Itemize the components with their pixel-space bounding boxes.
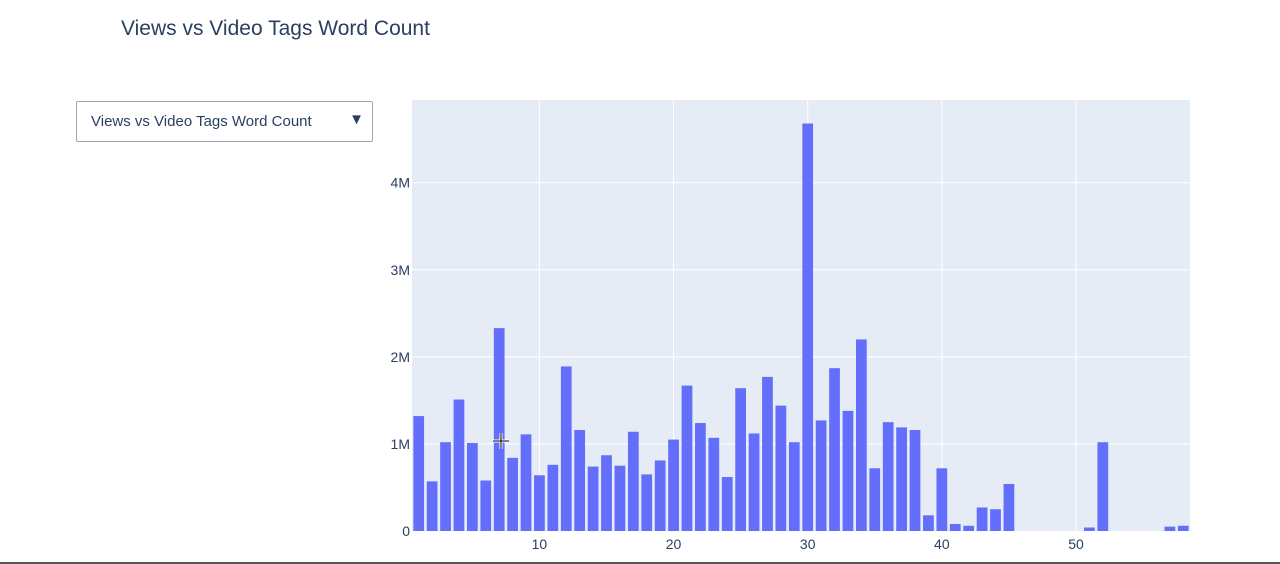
bar[interactable] xyxy=(614,465,626,531)
bar[interactable] xyxy=(534,475,545,531)
y-tick-label: 2M xyxy=(391,349,410,365)
bar[interactable] xyxy=(721,477,733,531)
bar[interactable] xyxy=(520,434,532,531)
y-axis-ticks: 0 1M 2M 3M 4M xyxy=(391,175,411,539)
bar[interactable] xyxy=(976,507,988,531)
bar[interactable] xyxy=(896,427,907,531)
x-tick-label: 10 xyxy=(532,536,548,552)
bar[interactable] xyxy=(641,474,653,531)
bar[interactable] xyxy=(949,524,961,531)
crosshair-cursor-icon xyxy=(493,433,509,449)
x-tick-label: 30 xyxy=(800,536,816,552)
bar[interactable] xyxy=(654,460,666,531)
bar[interactable] xyxy=(547,464,559,531)
bar[interactable] xyxy=(601,455,612,531)
bar[interactable] xyxy=(1177,525,1189,531)
bar[interactable] xyxy=(668,439,679,531)
bar[interactable] xyxy=(788,442,800,531)
bar[interactable] xyxy=(493,328,505,531)
bar[interactable] xyxy=(480,480,492,531)
bar[interactable] xyxy=(762,376,773,531)
bar[interactable] xyxy=(735,388,747,531)
bar[interactable] xyxy=(1003,483,1015,531)
y-tick-label: 4M xyxy=(391,175,410,191)
y-tick-label: 1M xyxy=(391,436,410,452)
bar[interactable] xyxy=(695,423,706,531)
x-tick-label: 50 xyxy=(1068,536,1084,552)
y-tick-label: 0 xyxy=(402,523,410,539)
bar[interactable] xyxy=(681,385,693,531)
bar[interactable] xyxy=(775,405,787,531)
bar[interactable] xyxy=(990,509,1001,531)
dropdown-selected-label: Views vs Video Tags Word Count xyxy=(91,113,312,130)
bar[interactable] xyxy=(748,433,760,531)
bar[interactable] xyxy=(507,457,518,531)
bar[interactable] xyxy=(574,429,586,531)
bar[interactable] xyxy=(708,437,720,531)
window-bottom-border xyxy=(0,562,1280,564)
bar[interactable] xyxy=(453,399,465,531)
bar[interactable] xyxy=(440,442,451,531)
bar[interactable] xyxy=(882,422,894,531)
bar[interactable] xyxy=(869,468,881,531)
bar[interactable] xyxy=(627,431,639,531)
y-tick-label: 3M xyxy=(391,262,410,278)
bar[interactable] xyxy=(1084,527,1095,531)
x-tick-label: 20 xyxy=(666,536,682,552)
bars xyxy=(413,123,1189,531)
chart-selector-dropdown[interactable]: Views vs Video Tags Word Count ▼ xyxy=(76,101,373,142)
bar[interactable] xyxy=(936,468,948,531)
bar[interactable] xyxy=(560,366,572,531)
bar[interactable] xyxy=(587,466,599,531)
bar[interactable] xyxy=(923,515,934,531)
bar[interactable] xyxy=(802,123,814,531)
bar[interactable] xyxy=(829,368,840,531)
chart-title: Views vs Video Tags Word Count xyxy=(121,17,430,40)
plot-area xyxy=(412,100,1190,531)
bar[interactable] xyxy=(1097,442,1109,531)
bar[interactable] xyxy=(909,429,921,531)
bar[interactable] xyxy=(815,420,827,531)
x-tick-label: 40 xyxy=(934,536,950,552)
bar[interactable] xyxy=(466,443,478,531)
triangle-down-icon: ▼ xyxy=(349,111,364,128)
bar[interactable] xyxy=(842,410,854,531)
bar[interactable] xyxy=(413,416,425,531)
bar[interactable] xyxy=(963,525,975,531)
bar[interactable] xyxy=(1164,526,1176,531)
bar[interactable] xyxy=(426,481,438,531)
bar[interactable] xyxy=(855,339,867,531)
x-axis-ticks: 10 20 30 40 50 xyxy=(532,536,1084,552)
